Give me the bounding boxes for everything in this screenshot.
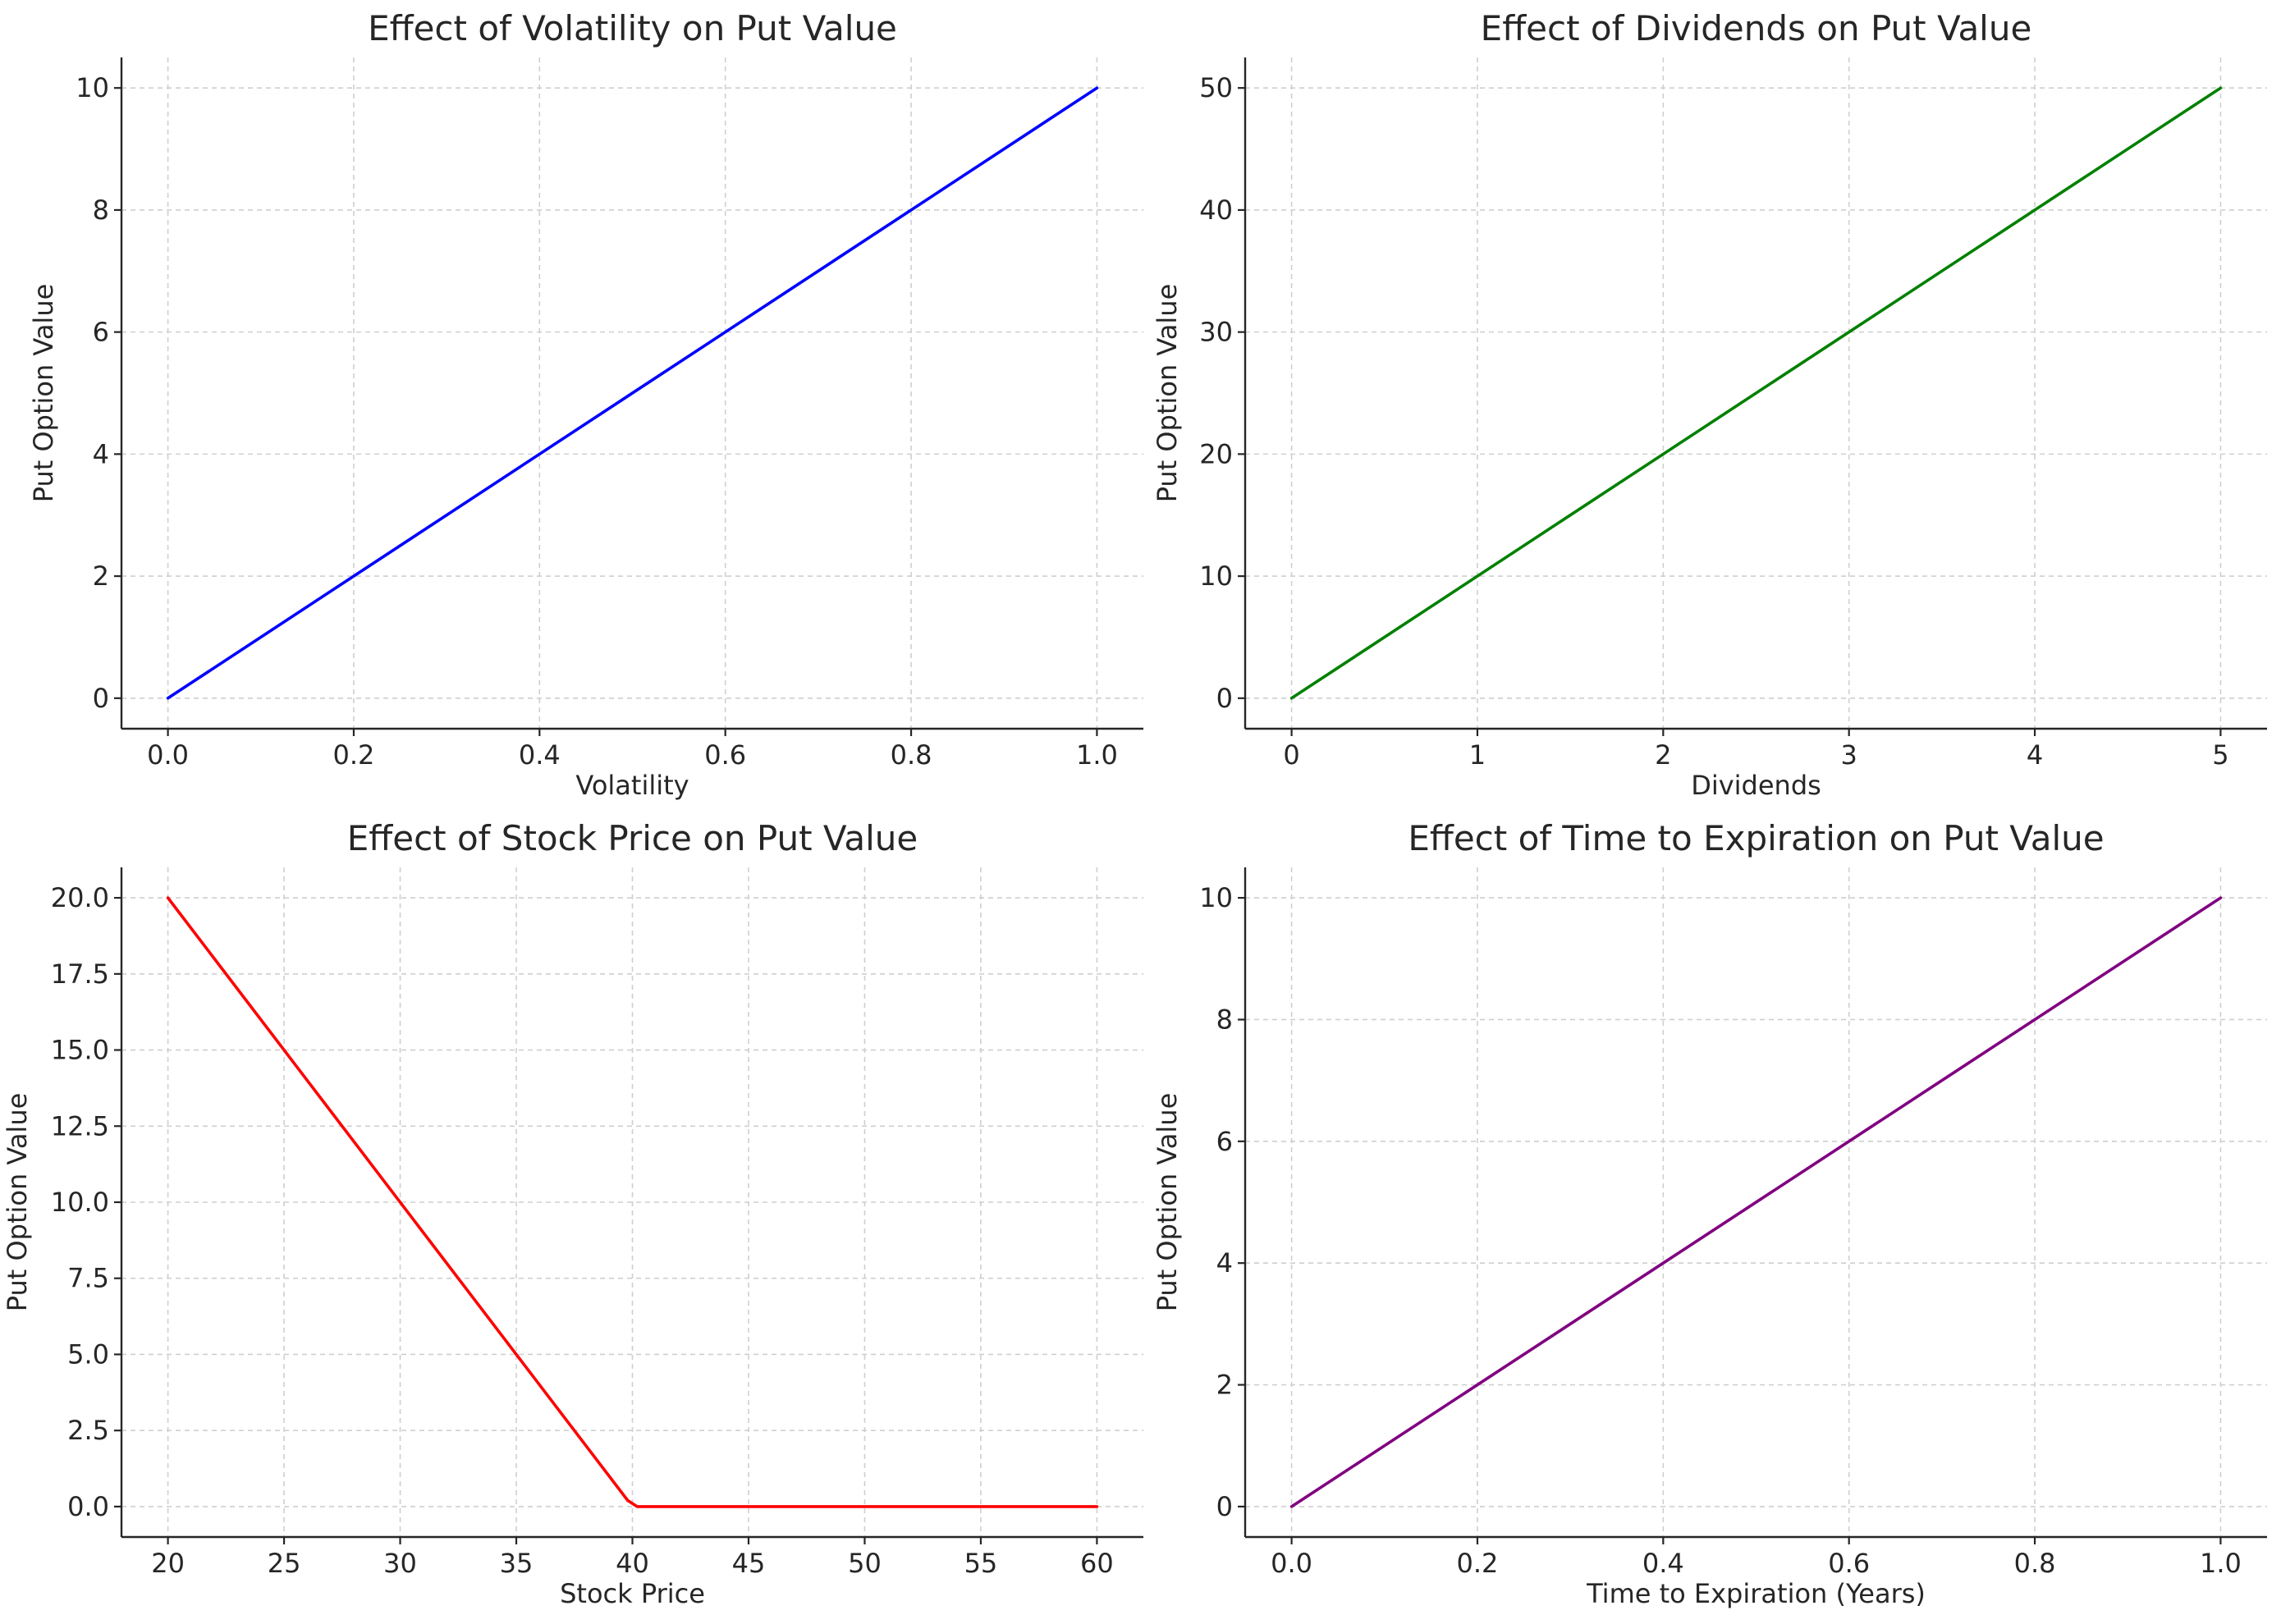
series-line (166, 86, 1099, 700)
grid (121, 57, 1143, 729)
x-tick-label: 1.0 (1076, 739, 1118, 771)
x-tick-label: 4 (2027, 739, 2043, 771)
x-tick-label: 20 (151, 1548, 185, 1579)
chart-panel-3: 20 25 30 35 40 45 50 55 60 0.0 2.5 5.0 7.5 10.0 12.5 15… (2, 818, 1143, 1609)
x-axis-label: Dividends (1691, 770, 1821, 801)
y-tick-label: 12.5 (51, 1110, 109, 1141)
y-tick-label: 30 (1199, 317, 1233, 348)
x-tick-label: 3 (1841, 739, 1857, 771)
y-tick-label: 8 (1216, 1004, 1233, 1035)
y-axis-label: Put Option Value (28, 284, 59, 503)
series-line (166, 896, 1099, 1508)
chart-panel-1: 0.0 0.2 0.4 0.6 0.8 1.0 0 2 4 6 8 10 Effect of Volat… (28, 8, 1143, 801)
grid (1245, 867, 2267, 1537)
x-tick-label: 0.8 (2014, 1548, 2056, 1579)
y-axis-label: Put Option Value (1152, 284, 1183, 503)
y-tick-label: 17.5 (51, 958, 109, 990)
x-axis-label: Volatility (575, 770, 689, 801)
x-tick-label: 0.0 (1271, 1548, 1312, 1579)
y-tick-label: 10 (1199, 882, 1233, 913)
grid (121, 867, 1143, 1537)
y-tick-label: 40 (1199, 194, 1233, 226)
x-tick-label: 25 (268, 1548, 301, 1579)
x-tick-label: 5 (2212, 739, 2228, 771)
x-tick-label: 0 (1283, 739, 1299, 771)
x-tick-label: 35 (500, 1548, 534, 1579)
x-tick-label: 0.2 (333, 739, 375, 771)
series-line (1289, 86, 2223, 700)
y-tick-label: 0 (93, 683, 109, 714)
x-tick-label: 0.6 (704, 739, 746, 771)
y-tick-label: 2 (93, 560, 109, 592)
x-tick-label: 45 (732, 1548, 766, 1579)
x-tick-label: 0.2 (1457, 1548, 1499, 1579)
x-tick-label: 1.0 (2200, 1548, 2242, 1579)
chart-title: Effect of Volatility on Put Value (368, 8, 897, 48)
y-axis-label: Put Option Value (2, 1093, 33, 1312)
x-tick-label: 30 (383, 1548, 417, 1579)
x-axis-label: Stock Price (560, 1578, 705, 1609)
y-tick-label: 6 (93, 317, 109, 348)
x-tick-label: 55 (964, 1548, 998, 1579)
y-tick-label: 4 (1216, 1247, 1233, 1279)
y-tick-label: 20 (1199, 438, 1233, 469)
x-tick-label: 40 (616, 1548, 649, 1579)
x-tick-label: 1 (1469, 739, 1486, 771)
y-tick-label: 8 (93, 194, 109, 226)
y-tick-label: 2.5 (67, 1415, 109, 1446)
x-axis-label: Time to Expiration (Years) (1586, 1578, 1926, 1609)
y-tick-label: 2 (1216, 1370, 1233, 1401)
chart-panel-4: 0.0 0.2 0.4 0.6 0.8 1.0 0 2 4 6 8 10 Effect of Time … (1152, 818, 2267, 1609)
chart-title: Effect of Stock Price on Put Value (347, 818, 918, 858)
y-tick-label: 4 (93, 438, 109, 469)
x-tick-label: 60 (1080, 1548, 1114, 1579)
y-axis-label: Put Option Value (1152, 1093, 1183, 1312)
y-tick-label: 6 (1216, 1126, 1233, 1157)
x-tick-label: 0.0 (147, 739, 189, 771)
y-tick-label: 10 (76, 72, 109, 103)
grid (1245, 57, 2267, 729)
chart-title: Effect of Time to Expiration on Put Valu… (1408, 818, 2104, 858)
y-tick-label: 10 (1199, 560, 1233, 592)
y-tick-label: 0.0 (67, 1491, 109, 1522)
y-tick-label: 7.5 (67, 1263, 109, 1294)
series-line (1289, 896, 2223, 1508)
x-tick-label: 0.6 (1828, 1548, 1870, 1579)
x-tick-label: 0.4 (1642, 1548, 1684, 1579)
y-tick-label: 15.0 (51, 1035, 109, 1066)
y-tick-label: 50 (1199, 72, 1233, 103)
y-tick-label: 0 (1216, 683, 1233, 714)
y-tick-label: 0 (1216, 1491, 1233, 1522)
x-tick-label: 50 (848, 1548, 882, 1579)
y-tick-label: 10.0 (51, 1187, 109, 1218)
y-tick-label: 5.0 (67, 1338, 109, 1370)
x-tick-label: 0.4 (519, 739, 561, 771)
chart-title: Effect of Dividends on Put Value (1481, 8, 2032, 48)
x-tick-label: 0.8 (891, 739, 932, 771)
x-tick-label: 2 (1655, 739, 1671, 771)
y-tick-label: 20.0 (51, 882, 109, 913)
